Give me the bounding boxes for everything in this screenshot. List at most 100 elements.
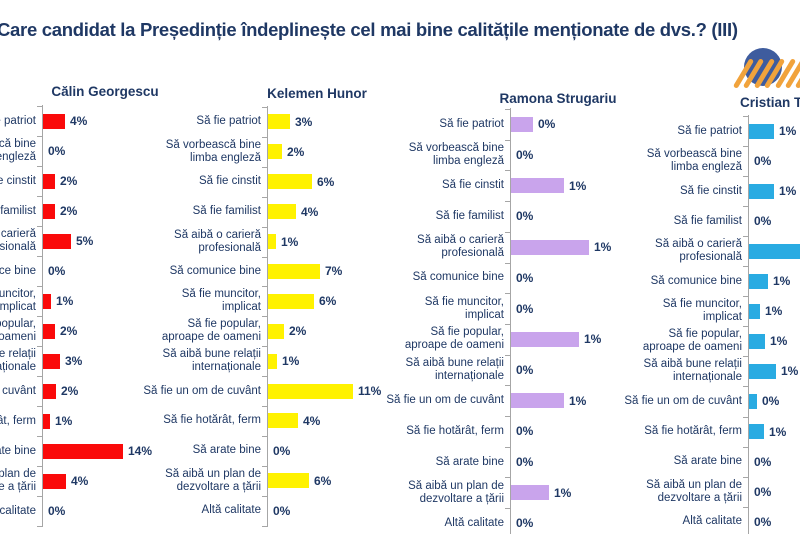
value-label-kelemen-hunor-6: 7% [325, 264, 343, 279]
value-label-cristian-t-8: 1% [770, 334, 788, 349]
bar-calin-georgescu-11 [43, 413, 50, 429]
value-label-ramona-strugariu-10: 1% [569, 393, 587, 408]
category-label-sa-fie-patriot: Să fie patriot [677, 124, 742, 137]
value-label-kelemen-hunor-8: 2% [289, 324, 307, 339]
value-label-cristian-t-3: 1% [779, 184, 797, 199]
category-label-sa-fie-popular: Să fie popular, aproape de oameni [642, 328, 742, 354]
axis-tick [37, 256, 42, 257]
bar-kelemen-hunor-7 [268, 293, 314, 309]
category-label-sa-fie-popular: Să fie popular, aproape de oameni [161, 318, 261, 344]
value-label-cristian-t-9: 1% [781, 364, 799, 379]
axis-tick [262, 465, 267, 467]
axis-tick [505, 201, 510, 203]
category-label-sa-aiba-o-cariera: Să aibă o carieră profesională [174, 228, 261, 254]
value-label-kelemen-hunor-11: 4% [303, 413, 321, 428]
category-label-sa-fie-popular: Să fie popular, aproape de oameni [0, 318, 36, 343]
value-label-ramona-strugariu-4: 0% [516, 209, 534, 224]
bar-ramona-strugariu-5 [511, 239, 589, 255]
value-label-calin-georgescu-9: 3% [65, 354, 83, 368]
value-label-kelemen-hunor-1: 3% [295, 114, 313, 129]
axis-tick [37, 166, 42, 167]
category-label-sa-aiba-un-plan-de: Să aibă un plan de dezvoltare a țării [0, 468, 36, 493]
bar-ramona-strugariu-1 [511, 116, 533, 132]
value-label-ramona-strugariu-1: 0% [538, 117, 556, 132]
bar-cristian-t-11 [749, 424, 764, 440]
value-label-calin-georgescu-3: 2% [60, 174, 78, 188]
value-label-calin-georgescu-10: 2% [61, 384, 79, 398]
category-label-sa-fie-muncitor: Să fie muncitor, implicat [662, 298, 742, 324]
column-header-calin-georgescu: Călin Georgescu [51, 84, 159, 99]
value-label-cristian-t-4: 0% [754, 214, 772, 229]
axis-tick [37, 106, 42, 107]
axis-tick [262, 286, 267, 288]
category-label-sa-vorbeasca-bine: Să vorbească bine limba engleză [646, 148, 742, 174]
category-label-sa-fie-muncitor: Să fie muncitor, implicat [424, 295, 504, 321]
axis-tick [743, 116, 748, 117]
category-label-sa-fie-patriot: Să fie patriot [439, 117, 504, 130]
axis-tick [743, 206, 748, 208]
axis-tick [505, 354, 510, 356]
axis-line-kelemen-hunor [267, 106, 268, 527]
axis-tick [37, 346, 42, 347]
category-label-sa-fie-muncitor: Să fie muncitor, implicat [0, 288, 36, 313]
axis-tick [37, 436, 42, 437]
axis-tick [262, 495, 267, 497]
value-label-cristian-t-11: 1% [769, 424, 787, 439]
value-label-ramona-strugariu-8: 1% [584, 332, 602, 347]
category-label-sa-aiba-un-plan-de: Să aibă un plan de dezvoltare a țării [408, 479, 504, 505]
axis-tick [505, 139, 510, 141]
category-label-sa-vorbeasca-bine: Să vorbească bine limba engleză [0, 138, 36, 163]
axis-tick [37, 226, 42, 227]
value-label-kelemen-hunor-3: 6% [317, 174, 335, 189]
category-label-sa-fie-hotarat-ferm: Să fie hotărât, ferm [0, 414, 36, 427]
axis-tick [37, 136, 42, 137]
bar-kelemen-hunor-10 [268, 383, 353, 399]
value-label-calin-georgescu-6: 0% [48, 264, 66, 278]
category-label-sa-fie-hotarat-ferm: Să fie hotărât, ferm [163, 414, 261, 427]
column-header-cristian-t: Cristian T [740, 95, 800, 110]
bar-ramona-strugariu-8 [511, 331, 579, 347]
axis-tick [505, 508, 510, 510]
axis-tick [743, 446, 748, 448]
axis-tick [743, 326, 748, 328]
bar-cristian-t-9 [749, 363, 776, 379]
axis-tick [37, 526, 42, 527]
bar-cristian-t-3 [749, 183, 774, 199]
axis-tick [505, 262, 510, 264]
value-label-calin-georgescu-2: 0% [48, 144, 66, 158]
category-label-sa-fie-familist: Să fie familist [673, 214, 742, 227]
axis-tick [37, 376, 42, 377]
value-label-calin-georgescu-11: 1% [55, 414, 73, 428]
category-label-sa-fie-un-om-de-cuvant: Să fie un om de cuvânt [2, 384, 36, 397]
category-label-sa-comunice-bine: Să comunice bine [169, 264, 261, 277]
axis-tick [505, 416, 510, 417]
axis-tick [743, 236, 748, 238]
bar-calin-georgescu-4 [43, 203, 55, 219]
category-label-sa-fie-cinstit: Să fie cinstit [199, 175, 261, 188]
axis-tick [743, 266, 748, 268]
category-label-sa-comunice-bine: Să comunice bine [0, 264, 36, 277]
value-label-calin-georgescu-12: 14% [128, 444, 153, 458]
category-label-sa-fie-patriot: Să fie patriot [0, 114, 36, 127]
column-header-ramona-strugariu: Ramona Strugariu [499, 91, 617, 106]
axis-tick [505, 446, 510, 448]
value-label-kelemen-hunor-5: 1% [281, 234, 299, 249]
value-label-calin-georgescu-13: 4% [71, 474, 89, 488]
axis-tick [262, 376, 267, 378]
category-label-sa-arate-bine: Să arate bine [673, 455, 742, 468]
category-label-alta-calitate: Altă calitate [682, 515, 742, 528]
bar-calin-georgescu-7 [43, 293, 51, 309]
bar-kelemen-hunor-11 [268, 413, 298, 429]
bar-kelemen-hunor-9 [268, 353, 277, 369]
axis-tick [505, 323, 510, 325]
value-label-cristian-t-7: 1% [765, 304, 783, 319]
axis-line-calin-georgescu [42, 105, 43, 527]
axis-tick [743, 176, 748, 178]
axis-tick [262, 107, 267, 108]
column-header-kelemen-hunor: Kelemen Hunor [267, 86, 367, 101]
category-label-sa-fie-muncitor: Să fie muncitor, implicat [181, 288, 261, 314]
category-label-sa-fie-cinstit: Să fie cinstit [680, 184, 742, 197]
bar-cristian-t-10 [749, 393, 757, 409]
category-label-sa-aiba-bune-relatii: Să aibă bune relații internaționale [0, 348, 36, 373]
